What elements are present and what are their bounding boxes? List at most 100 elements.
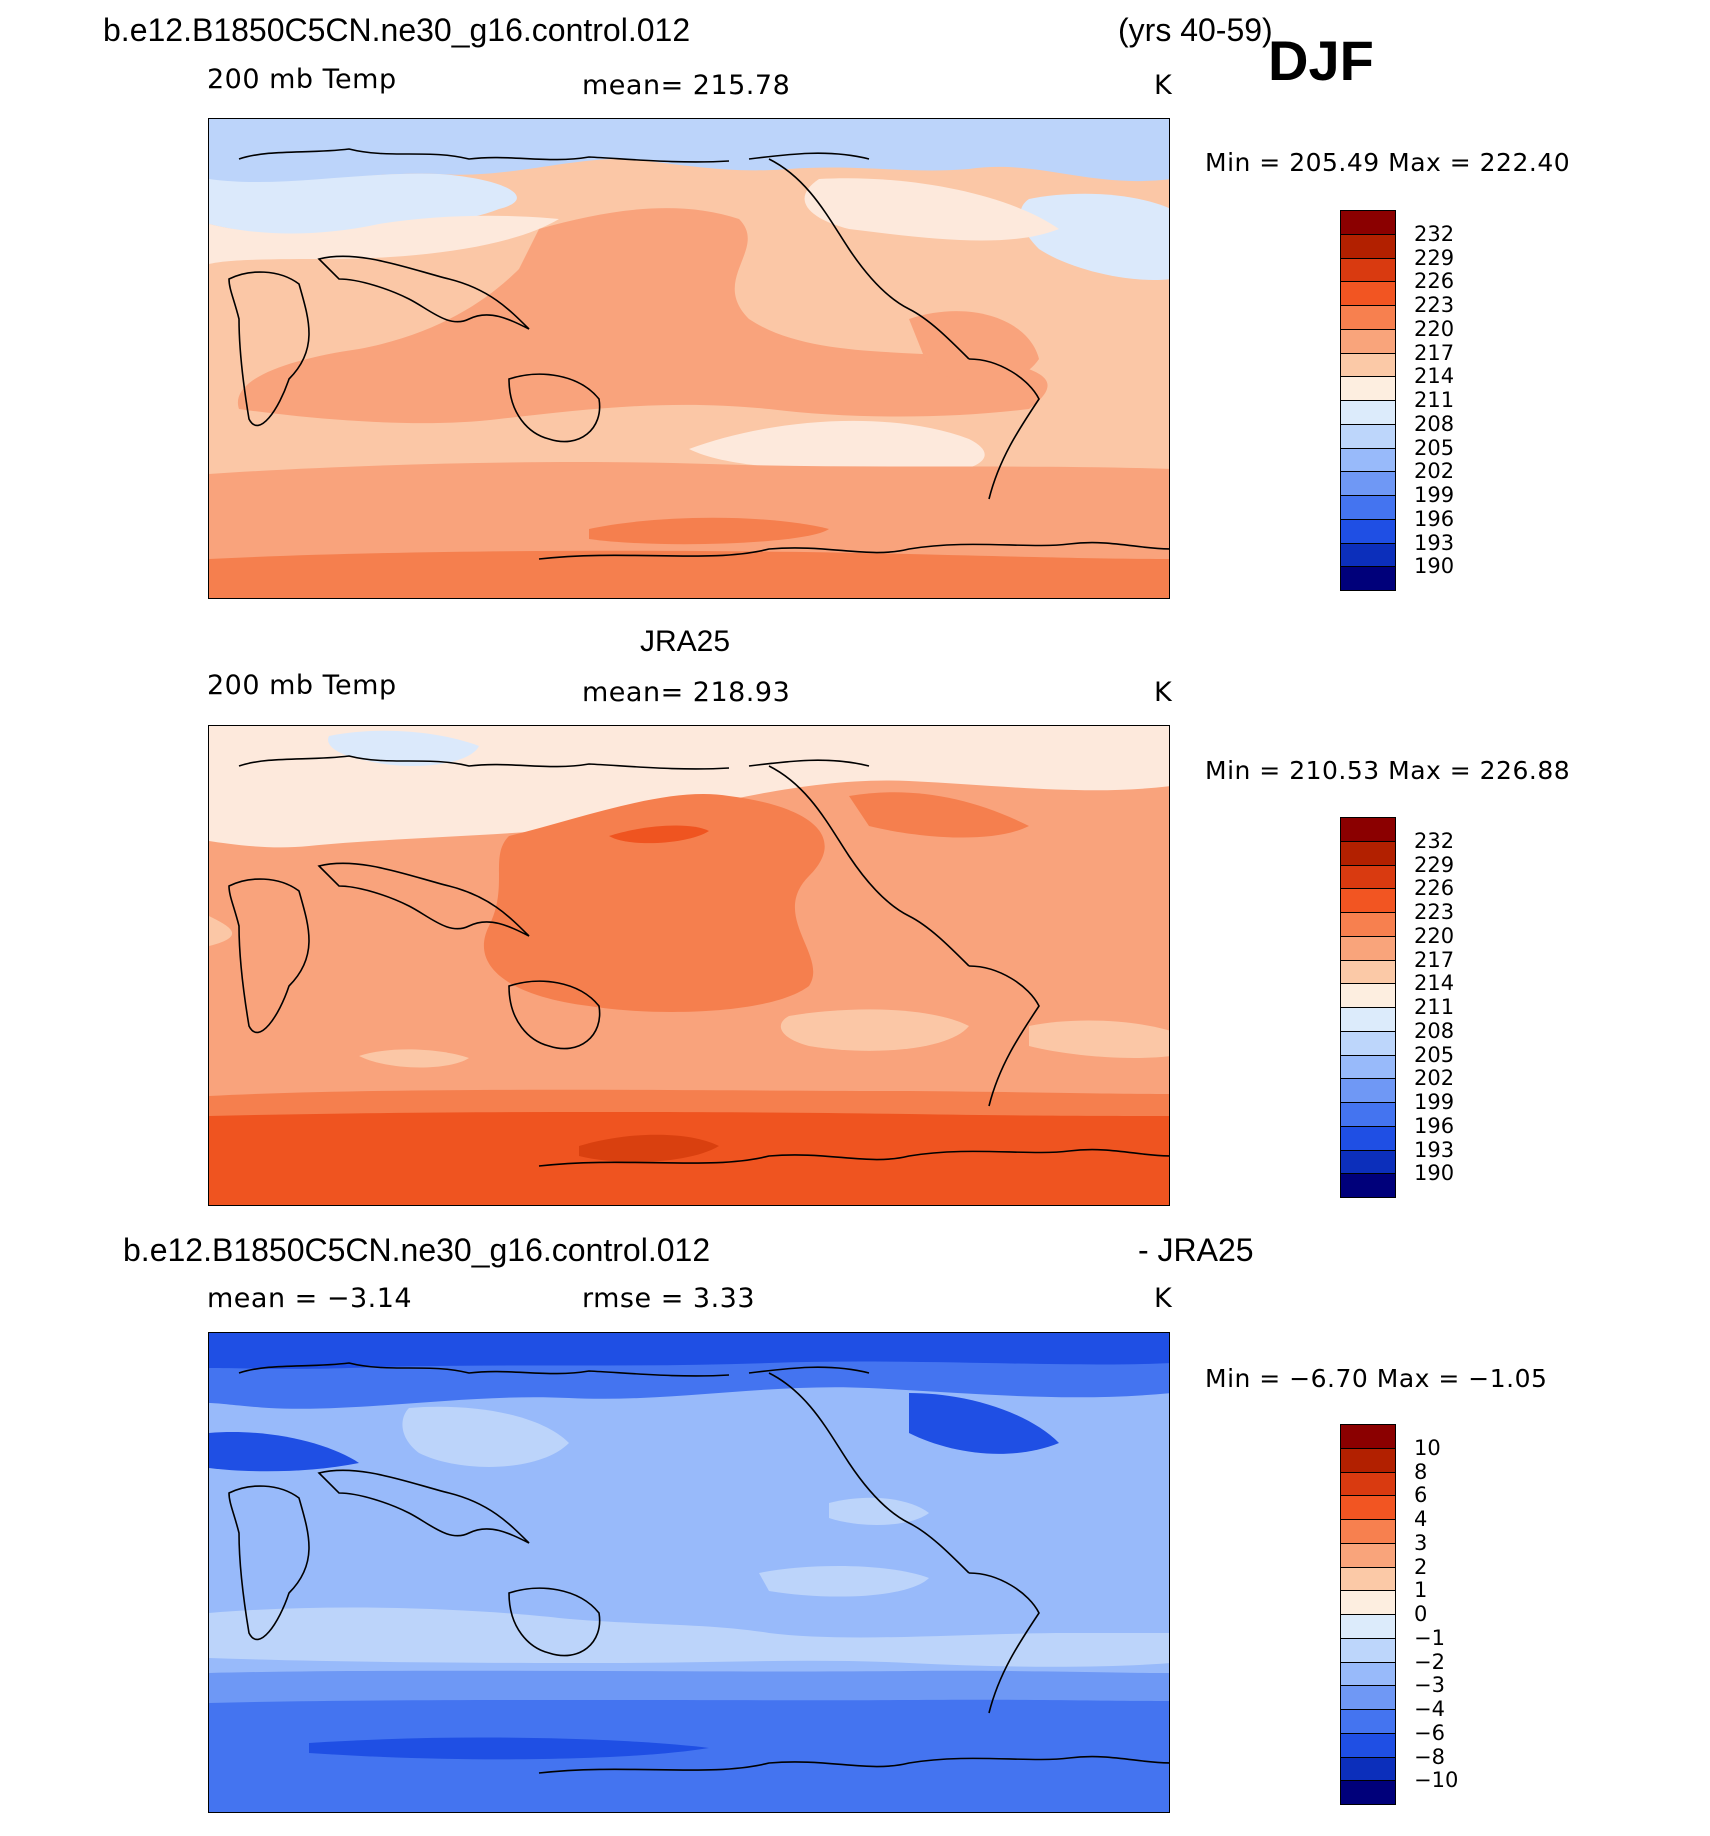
colorbar-box bbox=[1340, 352, 1396, 378]
colorbar-box bbox=[1340, 257, 1396, 283]
colorbar-tick-label: 205 bbox=[1414, 1042, 1455, 1067]
colorbar-box bbox=[1340, 447, 1396, 473]
obs-contour-229 bbox=[579, 1134, 719, 1162]
colorbar-tick-label: 223 bbox=[1414, 900, 1455, 924]
panel3-header-left: b.e12.B1850C5CN.ne30_g16.control.012 bbox=[123, 1232, 711, 1268]
colorbar-tick-label: 211 bbox=[1414, 995, 1455, 1019]
panel2-colorbar: 232 229 226 223 220 217 214 211 208 205 202 199 196 1… bbox=[1340, 817, 1454, 1198]
diff-contour-m1-sp bbox=[759, 1566, 929, 1597]
colorbar-box bbox=[1340, 1125, 1396, 1151]
colorbar-tick-label: −6 bbox=[1414, 1720, 1445, 1745]
colorbar-tick-label: −3 bbox=[1414, 1673, 1445, 1698]
colorbar-box bbox=[1340, 305, 1396, 330]
colorbar-tick-label: 232 bbox=[1414, 828, 1455, 853]
colorbar-box bbox=[1340, 912, 1396, 937]
diff-contour-m6-eu bbox=[209, 1432, 359, 1472]
colorbar-tick-label: −1 bbox=[1414, 1625, 1445, 1650]
colorbar-box bbox=[1340, 1732, 1396, 1758]
colorbar-tick-label: 4 bbox=[1414, 1507, 1428, 1531]
colorbar-box bbox=[1340, 376, 1396, 401]
colorbar-box bbox=[1340, 1495, 1396, 1520]
panel3-minmax: Min = −6.70 Max = −1.05 bbox=[1205, 1364, 1548, 1393]
colorbar-box bbox=[1340, 1614, 1396, 1639]
colorbar-tick-label: 223 bbox=[1414, 293, 1455, 317]
colorbar-tick-label: 226 bbox=[1414, 269, 1455, 294]
diff-contour-m1-south bbox=[209, 1607, 1169, 1667]
diff-contour-m4-south bbox=[209, 1699, 1169, 1812]
obs-coastlines bbox=[228, 755, 1169, 1167]
colorbar-box bbox=[1340, 495, 1396, 520]
obs-contour-217-ind bbox=[359, 1049, 469, 1068]
colorbar-box bbox=[1340, 1566, 1396, 1592]
obs-contour-217-atl bbox=[1029, 1020, 1169, 1058]
colorbar-tick-label: 0 bbox=[1414, 1602, 1428, 1626]
colorbar-box bbox=[1340, 1685, 1396, 1710]
colorbar-box bbox=[1340, 1007, 1396, 1032]
colorbar-box bbox=[1340, 423, 1396, 449]
colorbar-box bbox=[1340, 471, 1396, 496]
colorbar-box bbox=[1340, 328, 1396, 354]
model-contour-211-atlantic bbox=[1020, 193, 1169, 280]
colorbar-tick-label: 202 bbox=[1414, 1066, 1455, 1091]
colorbar-box bbox=[1340, 1709, 1396, 1734]
colorbar-box bbox=[1340, 888, 1396, 913]
colorbar-tick-label: 8 bbox=[1414, 1459, 1428, 1484]
case-title: b.e12.B1850C5CN.ne30_g16.control.012 bbox=[103, 12, 691, 48]
season-label: DJF bbox=[1268, 29, 1374, 92]
colorbar-box bbox=[1340, 1102, 1396, 1127]
panel2-units: K bbox=[1154, 677, 1173, 708]
panel1-map bbox=[208, 118, 1170, 599]
model-contour-214-south bbox=[689, 420, 985, 475]
colorbar-box bbox=[1340, 566, 1396, 591]
colorbar-box bbox=[1340, 1756, 1396, 1782]
colorbar-box bbox=[1340, 1054, 1396, 1080]
obs-contour-223 bbox=[483, 794, 825, 1012]
colorbar-tick-label: 211 bbox=[1414, 388, 1455, 412]
colorbar-box bbox=[1340, 1542, 1396, 1568]
model-coastlines bbox=[228, 148, 1169, 560]
panel2-map bbox=[208, 725, 1170, 1206]
panel3-map bbox=[208, 1332, 1170, 1813]
colorbar-tick-label: 193 bbox=[1414, 1137, 1455, 1162]
colorbar-tick-label: 208 bbox=[1414, 1018, 1455, 1043]
colorbar-tick-label: 202 bbox=[1414, 459, 1455, 484]
colorbar-tick-label: 232 bbox=[1414, 221, 1455, 246]
colorbar-box bbox=[1340, 864, 1396, 890]
diff-contour-m6-na bbox=[909, 1393, 1059, 1454]
model-contour-223 bbox=[589, 517, 829, 545]
panel1-colorbar: 232 229 226 223 220 217 214 211 208 205 202 199 196 1… bbox=[1340, 210, 1454, 591]
model-contour-223-polar bbox=[209, 550, 1169, 598]
colorbar-tick-label: 226 bbox=[1414, 876, 1455, 901]
obs-contour-226-south bbox=[209, 1111, 1169, 1205]
colorbar-tick-label: 193 bbox=[1414, 530, 1455, 555]
colorbar-box bbox=[1340, 1447, 1396, 1473]
diff-contour-m1-pac bbox=[829, 1497, 929, 1525]
panel3-mean: mean = −3.14 bbox=[207, 1283, 413, 1314]
colorbar-box bbox=[1340, 1149, 1396, 1175]
diff-contour-m6-south bbox=[309, 1737, 709, 1760]
panel3-units: K bbox=[1154, 1283, 1173, 1314]
colorbar-tick-label: 214 bbox=[1414, 971, 1455, 996]
colorbar-tick-label: 217 bbox=[1414, 947, 1455, 972]
colorbar-tick-label: 217 bbox=[1414, 340, 1455, 365]
colorbar-box bbox=[1340, 210, 1396, 235]
diff-contour-m1-asia bbox=[402, 1406, 569, 1467]
model-contour-214-na bbox=[804, 178, 1059, 241]
panel1-mean: mean= 215.78 bbox=[582, 70, 791, 101]
panel2-minmax: Min = 210.53 Max = 226.88 bbox=[1205, 756, 1571, 785]
colorbar-tick-label: 229 bbox=[1414, 852, 1455, 877]
colorbar-box bbox=[1340, 1661, 1396, 1687]
colorbar-tick-label: −8 bbox=[1414, 1744, 1445, 1769]
colorbar-box bbox=[1340, 1078, 1396, 1103]
colorbar-tick-label: −10 bbox=[1414, 1768, 1459, 1793]
model-contour-214-north bbox=[209, 215, 559, 264]
colorbar-box bbox=[1340, 1590, 1396, 1615]
colorbar-tick-label: 2 bbox=[1414, 1554, 1428, 1579]
panel2-mean: mean= 218.93 bbox=[582, 677, 791, 708]
obs-contour-223-na bbox=[849, 792, 1029, 838]
colorbar-box bbox=[1340, 281, 1396, 306]
colorbar-box bbox=[1340, 840, 1396, 866]
colorbar-tick-label: 3 bbox=[1414, 1530, 1428, 1555]
colorbar-box bbox=[1340, 1424, 1396, 1449]
colorbar-tick-label: 196 bbox=[1414, 1113, 1455, 1138]
